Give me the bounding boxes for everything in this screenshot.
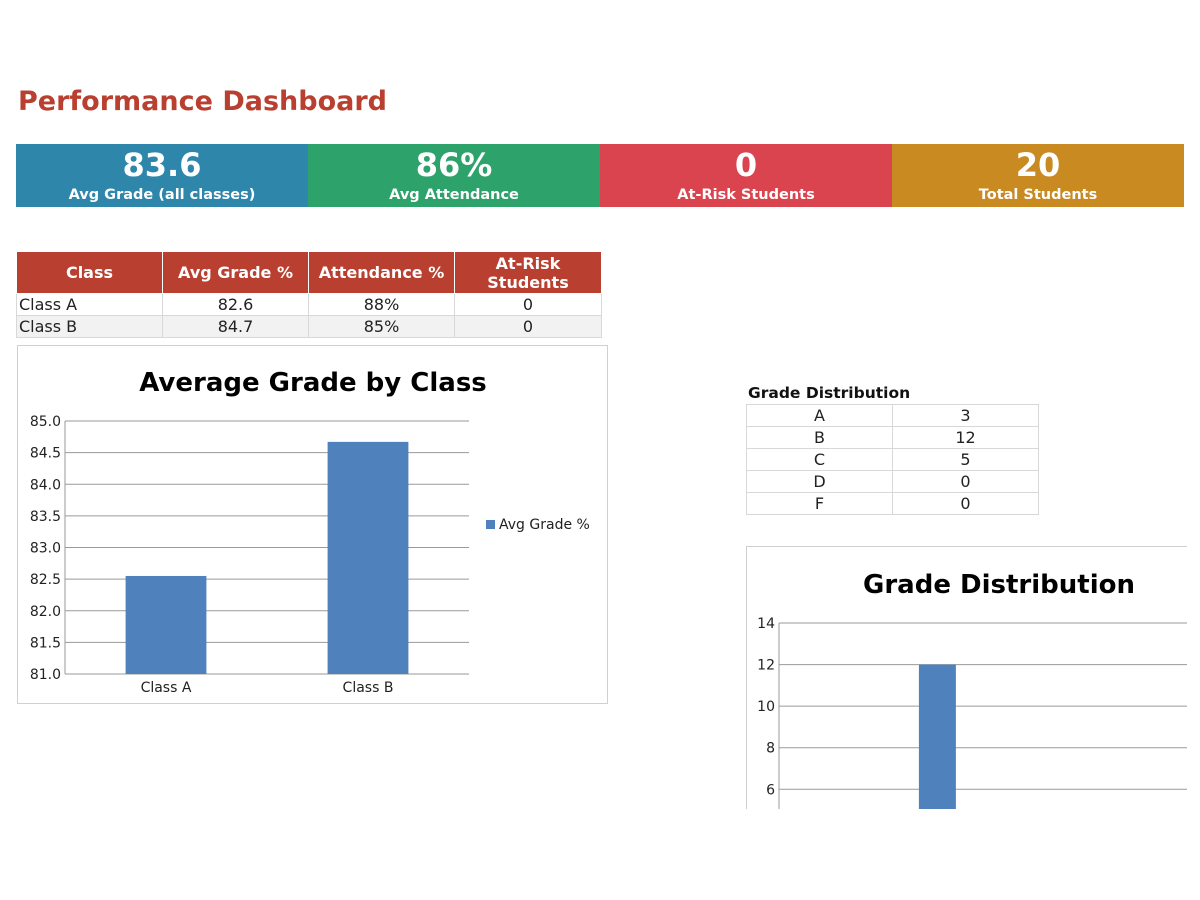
y-tick-label: 84.5: [30, 446, 61, 462]
table-cell: C: [746, 448, 893, 471]
kpi-total-students: 20 Total Students: [892, 144, 1184, 207]
table-cell: D: [746, 470, 893, 493]
kpi-value: 0: [734, 146, 758, 184]
table-header-row: Class Avg Grade % Attendance % At-Risk S…: [16, 251, 602, 294]
kpi-label: Total Students: [978, 187, 1098, 203]
table-row: A 3: [746, 404, 1039, 427]
kpi-at-risk: 0 At-Risk Students: [600, 144, 892, 207]
y-tick-label: 81.5: [30, 635, 61, 651]
header-class: Class: [16, 251, 163, 294]
avg-grade-chart: Average Grade by Class 85.0 84.5 84.0 83.5 83…: [17, 345, 608, 704]
table-cell: 0: [454, 293, 602, 316]
chart-title: Average Grade by Class: [139, 368, 487, 398]
page-title: Performance Dashboard: [18, 86, 387, 117]
y-tick-label: 8: [766, 741, 775, 757]
kpi-label: Avg Attendance: [389, 187, 519, 203]
kpi-value: 83.6: [122, 146, 202, 184]
y-tick-label: 12: [757, 658, 775, 674]
y-tick-label: 81.0: [30, 667, 61, 683]
table-row: D 0: [746, 470, 1039, 493]
table-cell: 12: [892, 426, 1039, 449]
header-avg-grade: Avg Grade %: [162, 251, 309, 294]
kpi-value: 20: [1015, 146, 1061, 184]
table-cell: A: [746, 404, 893, 427]
x-tick-label: Class B: [343, 680, 394, 696]
legend-label: Avg Grade %: [499, 517, 590, 533]
table-cell: 3: [892, 404, 1039, 427]
table-cell: 84.7: [162, 315, 309, 338]
table-cell: 0: [454, 315, 602, 338]
x-tick-label: Class A: [141, 680, 192, 696]
class-summary-table: Class Avg Grade % Attendance % At-Risk S…: [16, 251, 602, 338]
y-tick-label: 6: [766, 782, 775, 798]
table-row: B 12: [746, 426, 1039, 449]
y-tick-label: 85.0: [30, 414, 61, 430]
y-tick-label: 10: [757, 699, 775, 715]
legend-swatch: [486, 520, 495, 529]
header-attendance: Attendance %: [308, 251, 455, 294]
table-cell: Class B: [16, 315, 163, 338]
y-tick-label: 14: [757, 616, 775, 632]
grade-distribution-table: A 3 B 12 C 5 D 0 F 0: [746, 404, 1039, 515]
table-row: C 5: [746, 448, 1039, 471]
table-cell: 0: [892, 492, 1039, 515]
bar: [918, 664, 956, 900]
kpi-avg-attendance: 86% Avg Attendance: [308, 144, 600, 207]
y-tick-label: 84.0: [30, 477, 61, 493]
bar: [327, 441, 409, 674]
table-cell: 5: [892, 448, 1039, 471]
table-cell: Class A: [16, 293, 163, 316]
kpi-row: 83.6 Avg Grade (all classes) 86% Avg Att…: [16, 144, 1184, 207]
chart-title: Grade Distribution: [863, 570, 1135, 600]
kpi-value: 86%: [415, 146, 493, 184]
y-tick-label: 82.0: [30, 604, 61, 620]
header-at-risk: At-Risk Students: [454, 251, 602, 294]
y-tick-label: 82.5: [30, 572, 61, 588]
grade-distribution-chart: Grade Distribution141210864: [746, 546, 1200, 900]
grade-distribution-table-title: Grade Distribution: [748, 384, 911, 402]
table-row: Class A 82.6 88% 0: [16, 293, 602, 316]
bar: [125, 575, 207, 674]
kpi-label: At-Risk Students: [677, 187, 815, 203]
y-tick-label: 83.5: [30, 509, 61, 525]
table-cell: 85%: [308, 315, 455, 338]
table-cell: 0: [892, 470, 1039, 493]
y-tick-label: 83.0: [30, 541, 61, 557]
table-row: Class B 84.7 85% 0: [16, 315, 602, 338]
table-cell: F: [746, 492, 893, 515]
kpi-label: Avg Grade (all classes): [68, 187, 256, 203]
table-cell: B: [746, 426, 893, 449]
table-cell: 88%: [308, 293, 455, 316]
grade-distribution-chart-svg: Grade Distribution141210864: [757, 570, 1200, 900]
table-cell: 82.6: [162, 293, 309, 316]
kpi-avg-grade: 83.6 Avg Grade (all classes): [16, 144, 308, 207]
table-row: F 0: [746, 492, 1039, 515]
avg-grade-chart-svg: Average Grade by Class 85.0 84.5 84.0 83.5 83…: [30, 368, 590, 696]
